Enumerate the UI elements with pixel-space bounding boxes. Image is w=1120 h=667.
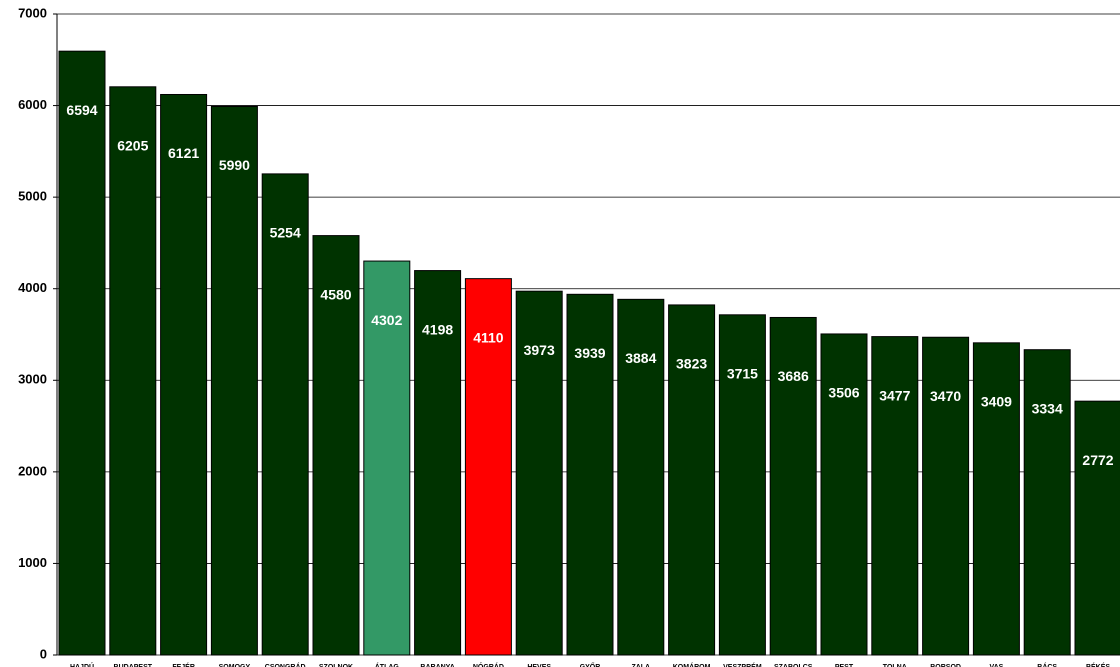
x-tick-label: SZOLNOK xyxy=(319,664,353,667)
x-tick-label: BORSOD xyxy=(930,664,961,667)
x-tick-label: BARANYA xyxy=(420,664,454,667)
x-tick-label: VESZPRÉM xyxy=(723,662,762,667)
x-tick-label: TOLNA xyxy=(883,664,907,667)
y-tick-label: 2000 xyxy=(18,463,47,478)
value-label: 3823 xyxy=(676,356,707,372)
x-tick-label: VAS xyxy=(989,664,1003,667)
value-label: 3939 xyxy=(574,345,605,361)
value-label: 4198 xyxy=(422,321,453,337)
bar xyxy=(58,50,106,656)
bar xyxy=(261,173,309,656)
value-label: 3884 xyxy=(625,350,656,366)
x-tick-label: HAJDÚ xyxy=(70,662,94,667)
x-tick-label: ÁTLAG xyxy=(375,662,400,667)
value-label: 5990 xyxy=(219,157,250,173)
bar xyxy=(972,342,1020,656)
value-label: 6121 xyxy=(168,145,199,161)
value-label: 3477 xyxy=(879,387,910,403)
y-tick-label: 6000 xyxy=(18,97,47,112)
value-label: 5254 xyxy=(270,225,301,241)
y-tick-label: 7000 xyxy=(18,5,47,20)
x-tick-label: SOMOGY xyxy=(219,664,251,667)
bar xyxy=(718,314,766,656)
bar xyxy=(668,304,716,656)
x-tick-label: ZALA xyxy=(631,664,650,667)
bar xyxy=(210,105,258,656)
x-tick-label: CSONGRÁD xyxy=(265,662,306,667)
value-label: 6205 xyxy=(117,138,148,154)
x-tick-label: FEJÉR xyxy=(172,662,195,667)
bar xyxy=(160,93,208,656)
value-label: 3409 xyxy=(981,394,1012,410)
y-tick-label: 1000 xyxy=(18,555,47,570)
value-label: 2772 xyxy=(1082,452,1113,468)
bar xyxy=(312,235,360,656)
value-label: 3506 xyxy=(828,385,859,401)
bar xyxy=(1074,400,1120,656)
value-label: 6594 xyxy=(66,102,97,118)
y-tick-label: 0 xyxy=(40,646,47,661)
x-tick-label: GYŐR xyxy=(580,662,601,667)
bar xyxy=(414,270,462,656)
x-tick-label: BÁCS xyxy=(1037,662,1057,667)
bar xyxy=(871,336,919,656)
x-tick-label: SZABOLCS xyxy=(774,664,813,667)
y-tick-label: 4000 xyxy=(18,280,47,295)
value-label: 3334 xyxy=(1032,400,1063,416)
x-tick-label: BUDAPEST xyxy=(114,664,153,667)
bar xyxy=(363,260,411,656)
value-label: 3686 xyxy=(778,368,809,384)
bar xyxy=(464,278,512,656)
x-tick-label: NÓGRÁD xyxy=(473,662,504,667)
bar xyxy=(566,293,614,656)
value-label: 4580 xyxy=(320,286,351,302)
x-tick-label: HEVES xyxy=(527,664,551,667)
bar xyxy=(1023,349,1071,656)
y-tick-label: 3000 xyxy=(18,372,47,387)
y-tick-label: 5000 xyxy=(18,189,47,204)
value-label: 3715 xyxy=(727,366,758,382)
x-tick-label: BÉKÉS xyxy=(1086,662,1110,667)
value-label: 3973 xyxy=(524,342,555,358)
value-label: 3470 xyxy=(930,388,961,404)
bar xyxy=(769,316,817,656)
bar xyxy=(109,86,157,656)
bar xyxy=(515,290,563,656)
x-tick-label: KOMÁROM xyxy=(673,662,711,667)
x-tick-label: PEST xyxy=(835,664,854,667)
bar xyxy=(820,333,868,656)
bar xyxy=(922,336,970,656)
bar xyxy=(617,298,665,656)
value-label: 4302 xyxy=(371,312,402,328)
value-label: 4110 xyxy=(473,329,504,345)
